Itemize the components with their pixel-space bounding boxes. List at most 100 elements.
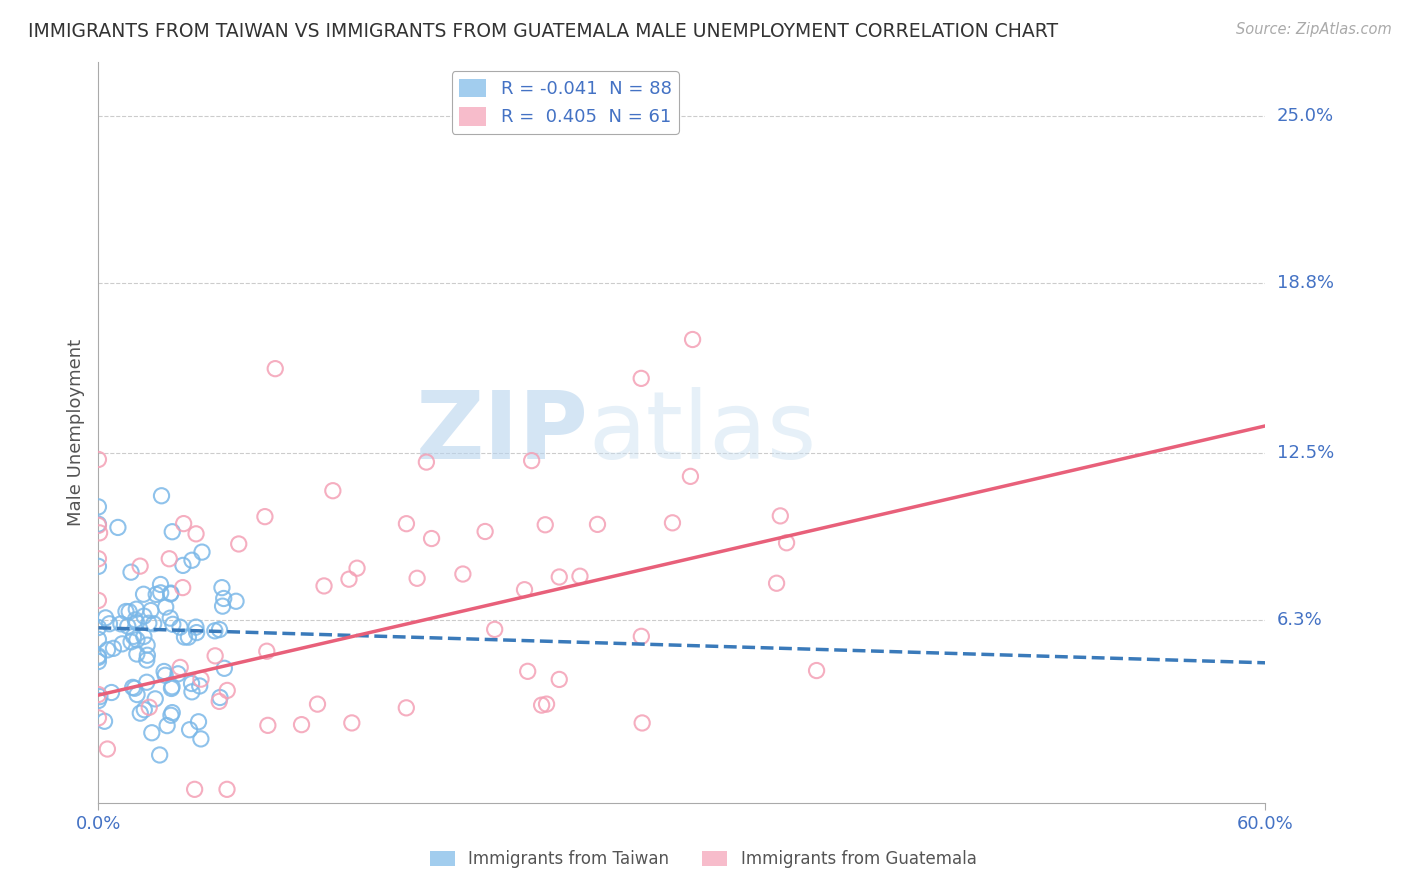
Point: [346, 561, 368, 575]
Point: [661, 516, 683, 530]
Text: 18.8%: 18.8%: [1277, 274, 1333, 293]
Point: [682, 333, 704, 347]
Point: [484, 623, 506, 637]
Point: [100, 685, 122, 699]
Point: [769, 508, 792, 523]
Point: [156, 718, 179, 732]
Point: [257, 718, 280, 732]
Point: [172, 581, 194, 595]
Point: [117, 619, 139, 633]
Point: [184, 620, 207, 634]
Point: [150, 489, 173, 503]
Point: [87, 517, 110, 532]
Point: [124, 681, 146, 696]
Legend: R = -0.041  N = 88, R =  0.405  N = 61: R = -0.041 N = 88, R = 0.405 N = 61: [451, 71, 679, 134]
Legend: Immigrants from Taiwan, Immigrants from Guatemala: Immigrants from Taiwan, Immigrants from …: [423, 844, 983, 875]
Point: [212, 591, 235, 606]
Point: [173, 516, 195, 531]
Text: ZIP: ZIP: [416, 386, 589, 479]
Point: [208, 694, 231, 708]
Point: [139, 603, 162, 617]
Point: [177, 630, 200, 644]
Point: [87, 688, 110, 702]
Point: [87, 648, 110, 663]
Text: atlas: atlas: [589, 386, 817, 479]
Point: [169, 660, 191, 674]
Point: [190, 731, 212, 746]
Point: [160, 680, 183, 694]
Point: [89, 525, 111, 540]
Point: [548, 673, 571, 687]
Point: [87, 693, 110, 707]
Point: [125, 647, 148, 661]
Point: [125, 632, 148, 647]
Point: [121, 681, 143, 695]
Point: [87, 500, 110, 514]
Point: [132, 630, 155, 644]
Point: [253, 509, 276, 524]
Point: [162, 524, 184, 539]
Point: [536, 697, 558, 711]
Point: [142, 616, 165, 631]
Point: [322, 483, 344, 498]
Point: [181, 685, 204, 699]
Point: [806, 664, 828, 678]
Point: [149, 586, 172, 600]
Point: [120, 565, 142, 579]
Point: [149, 747, 172, 762]
Point: [118, 605, 141, 619]
Point: [765, 576, 787, 591]
Point: [96, 643, 118, 657]
Point: [135, 653, 157, 667]
Point: [87, 650, 110, 665]
Point: [138, 700, 160, 714]
Point: [312, 579, 335, 593]
Text: 25.0%: 25.0%: [1277, 107, 1334, 125]
Point: [136, 648, 159, 663]
Point: [87, 551, 110, 566]
Point: [87, 620, 110, 634]
Point: [420, 532, 443, 546]
Point: [415, 455, 437, 469]
Point: [135, 675, 157, 690]
Point: [125, 602, 148, 616]
Point: [215, 782, 238, 797]
Point: [103, 641, 125, 656]
Point: [179, 723, 201, 737]
Point: [630, 629, 652, 643]
Point: [159, 587, 181, 601]
Text: 12.5%: 12.5%: [1277, 444, 1334, 462]
Point: [520, 453, 543, 467]
Point: [169, 620, 191, 634]
Point: [204, 648, 226, 663]
Point: [225, 594, 247, 608]
Text: Source: ZipAtlas.com: Source: ZipAtlas.com: [1236, 22, 1392, 37]
Point: [406, 571, 429, 585]
Text: 6.3%: 6.3%: [1277, 611, 1322, 629]
Point: [181, 553, 204, 567]
Point: [94, 611, 117, 625]
Point: [307, 697, 329, 711]
Point: [87, 452, 110, 467]
Point: [87, 711, 110, 725]
Point: [204, 624, 226, 638]
Point: [395, 701, 418, 715]
Point: [115, 605, 138, 619]
Point: [340, 715, 363, 730]
Point: [775, 535, 797, 549]
Point: [107, 520, 129, 534]
Point: [173, 630, 195, 644]
Point: [129, 706, 152, 721]
Point: [96, 742, 118, 756]
Point: [132, 609, 155, 624]
Point: [129, 559, 152, 574]
Point: [474, 524, 496, 539]
Point: [155, 600, 177, 615]
Point: [111, 637, 134, 651]
Point: [160, 586, 183, 600]
Point: [228, 537, 250, 551]
Point: [87, 655, 110, 669]
Point: [157, 551, 180, 566]
Point: [145, 587, 167, 601]
Point: [122, 629, 145, 643]
